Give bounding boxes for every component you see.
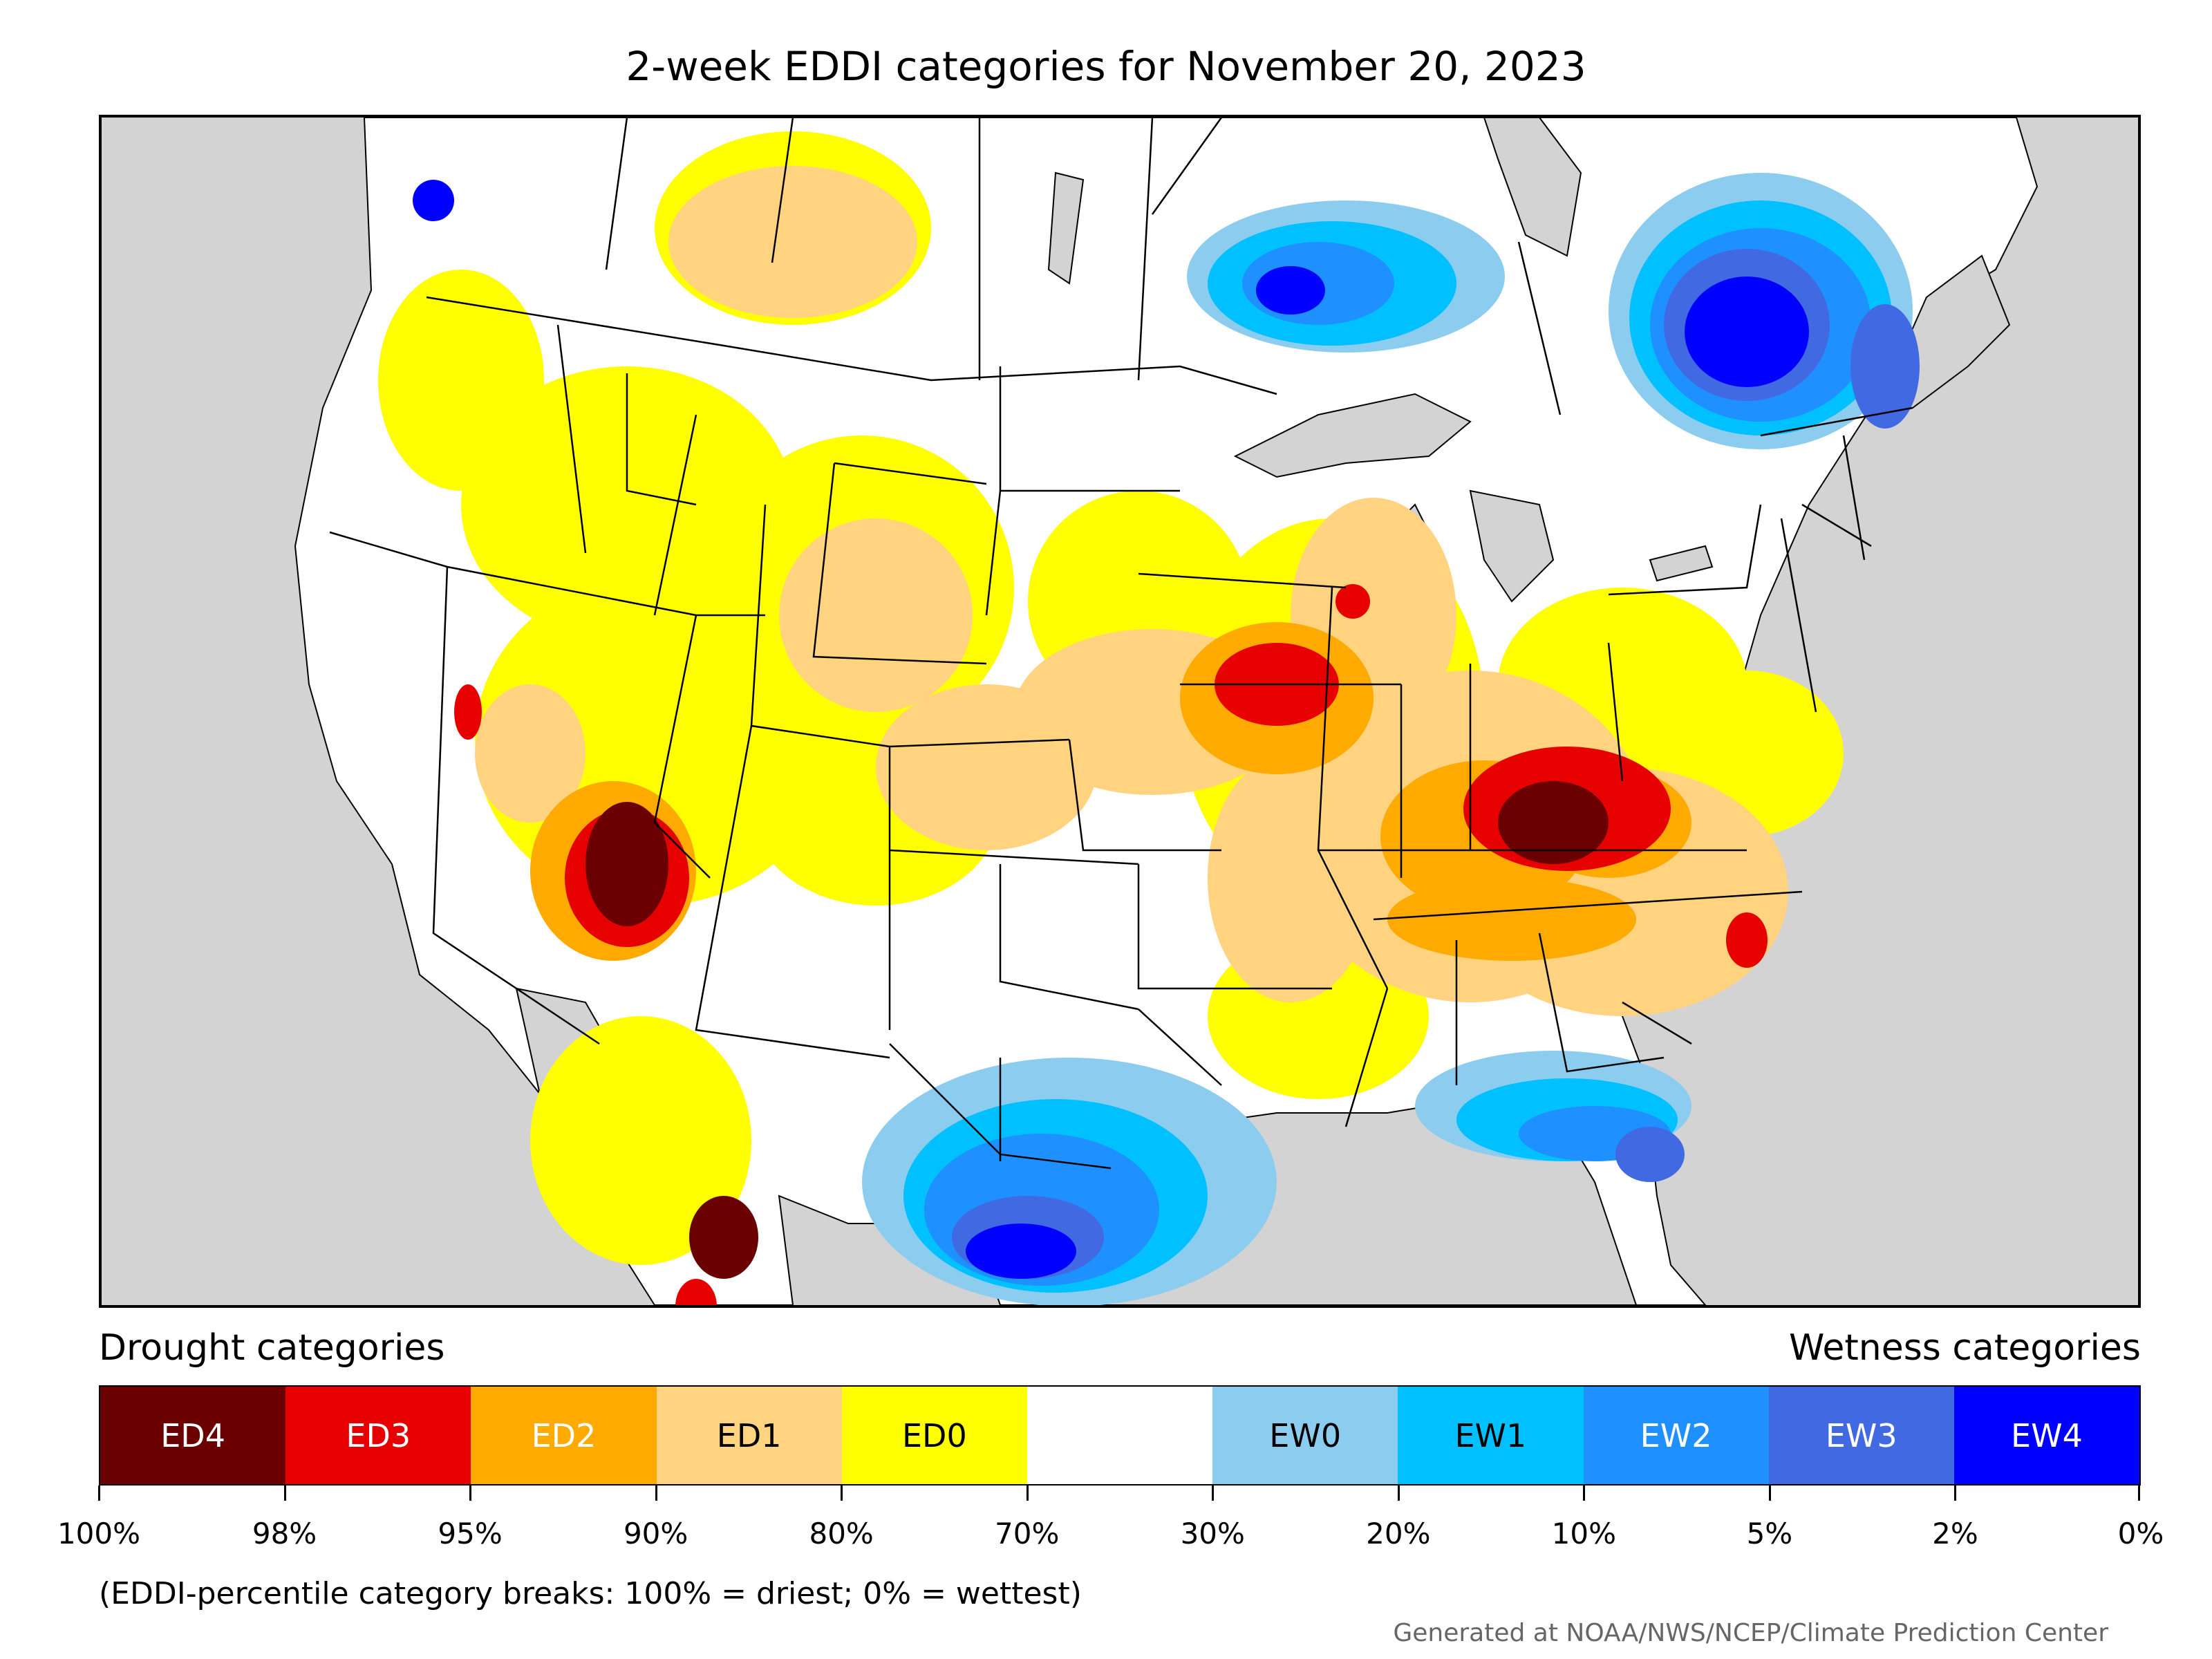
colorbar-segment-ed4: ED4: [100, 1387, 286, 1484]
colorbar-segment-none: [1027, 1387, 1213, 1484]
percentile-ticks: 100% 98% 95% 90% 80% 70% 30% 20% 10% 5% 2% 0%: [57, 1485, 2164, 1550]
tick-mark: [1212, 1485, 1215, 1501]
tick-mark: [1768, 1485, 1771, 1501]
tick-label: 90%: [623, 1517, 688, 1550]
tick-label: 98%: [252, 1517, 317, 1550]
tick-mark: [1026, 1485, 1029, 1501]
colorbar-segment-ed0: ED0: [841, 1387, 1027, 1484]
tick-mark: [1583, 1485, 1586, 1501]
ed4-areas: [585, 781, 1609, 1279]
tick-mark: [2138, 1485, 2140, 1501]
tick-label: 20%: [1366, 1517, 1431, 1550]
colorbar-segment-ed2: ED2: [471, 1387, 657, 1484]
colorbar-segment-ew1: EW1: [1398, 1387, 1584, 1484]
tick-mark: [469, 1485, 472, 1501]
hudson-bay-inlet: [1483, 118, 1582, 257]
lake-winnipeg: [1047, 171, 1085, 285]
tick-mark: [1397, 1485, 1400, 1501]
tick-label: 5%: [1746, 1517, 1793, 1550]
map-title: 2-week EDDI categories for November 20, …: [626, 43, 1586, 90]
colorbar-segment-ed3: ED3: [285, 1387, 471, 1484]
tick-mark: [283, 1485, 286, 1501]
ew4-areas: [413, 180, 1809, 1279]
eddi-map: [99, 115, 2141, 1308]
tick-mark: [98, 1485, 100, 1501]
tick-label: 70%: [995, 1517, 1060, 1550]
colorbar-segment-ew4: EW4: [1953, 1387, 2140, 1484]
map-canvas: [294, 118, 2038, 1305]
colorbar-segment-ew2: EW2: [1583, 1387, 1769, 1484]
credit-text: Generated at NOAA/NWS/NCEP/Climate Predi…: [1393, 1619, 2108, 1647]
wetness-categories-label: Wetness categories: [1789, 1327, 2141, 1369]
category-colorbar: ED4 ED3 ED2 ED1 ED0 EW0 EW1 EW2 EW3 EW4: [99, 1385, 2141, 1485]
tick-mark: [841, 1485, 843, 1501]
colorbar-segment-ed1: ED1: [656, 1387, 842, 1484]
political-borders: [329, 118, 1913, 1170]
category-breaks-note: (EDDI-percentile category breaks: 100% =…: [99, 1576, 1082, 1611]
lake-superior: [1233, 393, 1472, 478]
tick-label: 2%: [1932, 1517, 1978, 1550]
tick-label: 0%: [2117, 1517, 2164, 1550]
tick-label: 10%: [1551, 1517, 1617, 1550]
tick-label: 80%: [809, 1517, 874, 1550]
lake-huron: [1469, 489, 1555, 603]
lake-ontario: [1649, 545, 1714, 582]
drought-categories-label: Drought categories: [99, 1327, 445, 1369]
tick-label: 95%: [438, 1517, 503, 1550]
tick-label: 30%: [1180, 1517, 1245, 1550]
tick-mark: [655, 1485, 657, 1501]
colorbar-segment-ew0: EW0: [1212, 1387, 1398, 1484]
tick-label: 100%: [57, 1517, 141, 1550]
tick-mark: [1954, 1485, 1957, 1501]
colorbar-segment-ew3: EW3: [1768, 1387, 1954, 1484]
